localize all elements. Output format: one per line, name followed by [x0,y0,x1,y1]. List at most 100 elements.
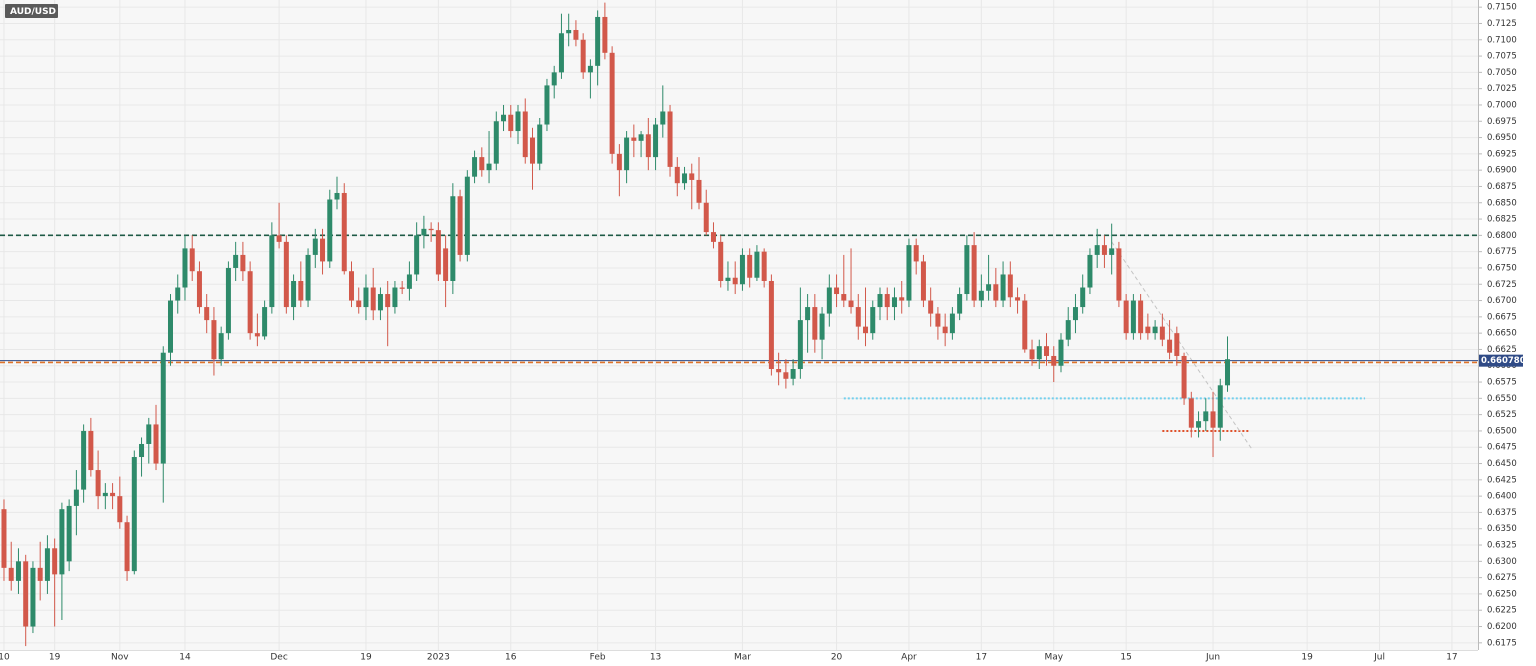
candle-body [783,372,789,379]
candle-body [602,16,608,53]
candle-body [667,111,673,167]
candle-body [247,271,253,334]
candle-body [1036,346,1042,360]
candle-body [1174,333,1180,356]
candle-body [689,173,695,180]
x-tick-label: 16 [505,653,517,663]
y-tick-label: 0.6250 [1487,589,1517,599]
candle-body [117,496,123,523]
y-tick-label: 0.6650 [1487,329,1517,339]
candle-body [587,65,593,73]
candle-body [920,261,926,301]
x-tick-label: Apr [901,653,917,663]
candle-body [609,52,615,154]
y-tick-label: 0.6925 [1487,149,1517,159]
candle-body [479,157,485,171]
symbol-badge [5,4,58,18]
candle-body [718,241,724,281]
candle-body [37,567,43,581]
candle-body [537,124,543,164]
candle-body [638,134,644,141]
candle-body [863,326,869,334]
y-tick-label: 0.6550 [1487,394,1517,404]
candle-body [1094,245,1100,255]
candle-body [805,307,811,321]
candle-body [1130,300,1136,334]
candle-body [298,280,304,301]
candle-body [971,245,977,301]
candle-body [501,114,507,122]
candle-body [1007,274,1013,298]
candle-body [385,294,391,308]
x-tick-label: 13 [650,653,661,663]
y-tick-label: 0.6225 [1487,606,1517,616]
candle-body [189,248,195,272]
x-tick-label: 19 [360,653,372,663]
candle-body [66,505,72,562]
y-tick-label: 0.6625 [1487,345,1517,355]
candle-body [1058,339,1064,366]
candle-body [754,251,760,278]
last-price-badge [1479,354,1523,367]
candle-body [1087,254,1093,288]
candle-body [363,287,369,308]
candle-body [88,430,94,471]
candle-body [23,561,29,627]
candle-body [414,235,420,275]
candle-body [1051,355,1057,366]
candle-body [320,238,326,262]
candle-body [710,232,716,242]
y-tick-label: 0.6175 [1487,638,1517,648]
x-tick-label: 20 [831,653,843,663]
candle-body [790,369,796,379]
candle-body [1217,385,1223,428]
candle-body [262,307,268,337]
candle-body [616,153,622,171]
y-tick-label: 0.7075 [1487,52,1517,62]
candle-body [653,124,659,158]
candle-body [341,192,347,272]
candle-body [884,294,890,308]
candle-body [124,522,130,572]
candle-body [131,457,137,572]
candle-body [269,235,275,308]
candle-body [1015,297,1021,301]
candles [1,2,1231,647]
candle-body [725,277,731,281]
candle-body [1138,300,1144,334]
x-tick-label: May [1044,653,1063,663]
candle-body [334,192,340,200]
candle-body [1,509,7,568]
y-tick-label: 0.6200 [1487,622,1517,632]
candle-body [957,294,963,314]
candle-body [595,16,601,66]
candle-body [891,297,897,308]
candle-body [356,300,362,308]
candle-body [747,254,753,278]
candle-body [44,548,50,581]
y-tick-label: 0.6375 [1487,508,1517,518]
symbol: AUD/USD [10,7,56,17]
overlays [0,234,1478,451]
y-tick-label: 0.6575 [1487,378,1517,388]
y-tick-label: 0.7125 [1487,19,1517,29]
candle-body [450,196,456,281]
x-tick-label: Jul [1373,653,1385,663]
candle-body [95,470,101,497]
candle-body [160,352,166,464]
y-tick-label: 0.6775 [1487,247,1517,257]
y-tick-label: 0.7000 [1487,100,1517,110]
candle-body [1101,245,1107,255]
y-tick-label: 0.7100 [1487,35,1517,45]
y-tick-label: 0.7150 [1487,3,1517,13]
candle-body [146,424,152,444]
candle-body [913,245,919,262]
candle-body [1123,300,1129,334]
candle-body [377,294,383,311]
candle-body [327,199,333,262]
candle-body [276,235,282,242]
candle-body [443,248,449,281]
candle-body [848,300,854,308]
x-tick-label: Jun [1205,653,1220,663]
